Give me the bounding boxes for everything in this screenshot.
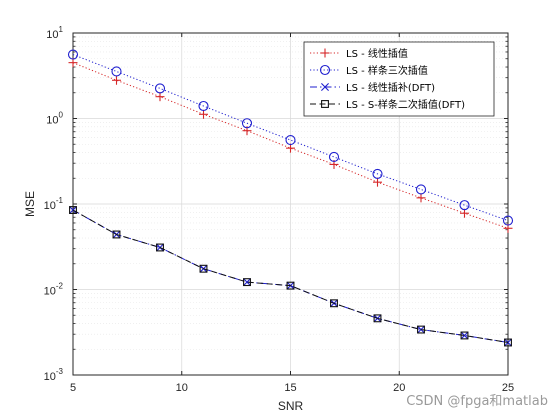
series-2-point xyxy=(198,100,209,112)
x-tick-label: 5 xyxy=(70,382,76,394)
series-4-line xyxy=(72,209,509,343)
legend-box xyxy=(303,41,495,117)
legend-item: LS - S-样条二次插值(DFT) xyxy=(310,98,465,111)
legend-label: LS - S-样条二次插值(DFT) xyxy=(346,98,465,111)
series-4-point xyxy=(156,243,164,252)
legend-label: LS - 样条三次插值 xyxy=(346,64,428,77)
legend-label: LS - 线性插值 xyxy=(346,47,408,60)
legend-item: LS - 线性插补(DFT) xyxy=(310,81,435,94)
series-2-point xyxy=(285,134,296,146)
series-1-point xyxy=(416,193,426,203)
series-4-point xyxy=(286,281,295,290)
series-4-point xyxy=(504,338,512,347)
series-1-point xyxy=(373,177,382,187)
y-tick-label: 10-1 xyxy=(44,196,64,212)
series-4-point xyxy=(112,230,121,239)
series-1-point xyxy=(155,92,165,102)
y-tick-label: 10-3 xyxy=(44,367,64,383)
series-4 xyxy=(69,206,512,347)
series-3-point xyxy=(243,278,251,287)
series-1-point xyxy=(286,143,295,153)
series-4-point xyxy=(373,314,382,323)
series-2-point xyxy=(328,151,340,163)
series-4-point xyxy=(69,206,77,214)
axis-ticks: 5 10 15 20 25 10-3 10-2 10-1 100 101 xyxy=(44,25,515,394)
series-2-point xyxy=(111,66,122,77)
x-axis-label: SNR xyxy=(278,399,304,413)
legend-marker xyxy=(321,100,329,108)
series-1-point xyxy=(68,58,78,68)
x-tick-label: 25 xyxy=(502,382,514,394)
series-4-point xyxy=(460,331,469,340)
y-tick-label: 101 xyxy=(46,25,63,41)
legend-item: LS - 线性插值 xyxy=(310,47,408,60)
series-4-point xyxy=(330,299,338,308)
y-axis-label: MSE xyxy=(23,191,37,217)
series-2 xyxy=(67,49,514,226)
series-4-point xyxy=(199,264,208,273)
x-tick-label: 15 xyxy=(284,382,296,394)
legend-item: LS - 样条三次插值 xyxy=(310,64,428,77)
series-2-point xyxy=(502,215,514,226)
watermark-text: CSDN @fpga和matlab xyxy=(406,394,548,409)
series-2-point xyxy=(67,49,79,60)
series-4-point xyxy=(417,325,425,334)
series-layer xyxy=(67,49,514,347)
series-2-point xyxy=(459,200,470,211)
series-2-point xyxy=(372,168,383,179)
marker-stroke xyxy=(460,331,469,340)
series-4-point xyxy=(243,278,251,287)
legend-marker xyxy=(319,64,331,76)
series-1-point xyxy=(112,75,121,85)
y-tick-label: 10-2 xyxy=(44,282,64,298)
series-2-line xyxy=(72,54,509,222)
grid xyxy=(73,33,508,375)
x-tick-label: 10 xyxy=(176,382,188,394)
series-2-point xyxy=(415,184,427,195)
legend: LS - 线性插值 LS - 样条三次插值 LS - 线性插补(DFT) LS - S… xyxy=(303,41,495,117)
series-1-point xyxy=(460,208,469,218)
x-tick-label: 20 xyxy=(393,382,405,394)
legend-marker xyxy=(320,48,330,58)
marker-stroke xyxy=(321,83,329,91)
marker-stroke xyxy=(504,338,512,347)
legend-marker xyxy=(321,83,329,91)
series-2-point xyxy=(154,83,166,94)
series-3-point xyxy=(460,331,469,340)
series-3-point xyxy=(504,338,512,347)
legend-label: LS - 线性插补(DFT) xyxy=(346,81,435,94)
marker-stroke xyxy=(243,278,251,287)
y-tick-label: 100 xyxy=(46,111,63,127)
series-1-point xyxy=(199,109,208,119)
series-2-point xyxy=(241,118,253,129)
series-1-line xyxy=(72,62,509,229)
